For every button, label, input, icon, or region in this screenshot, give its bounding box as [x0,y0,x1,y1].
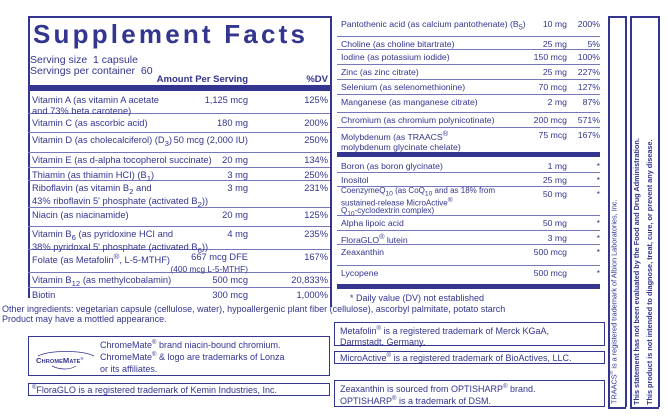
svg-text:CHROMEMATE®: CHROMEMATE® [36,356,84,365]
